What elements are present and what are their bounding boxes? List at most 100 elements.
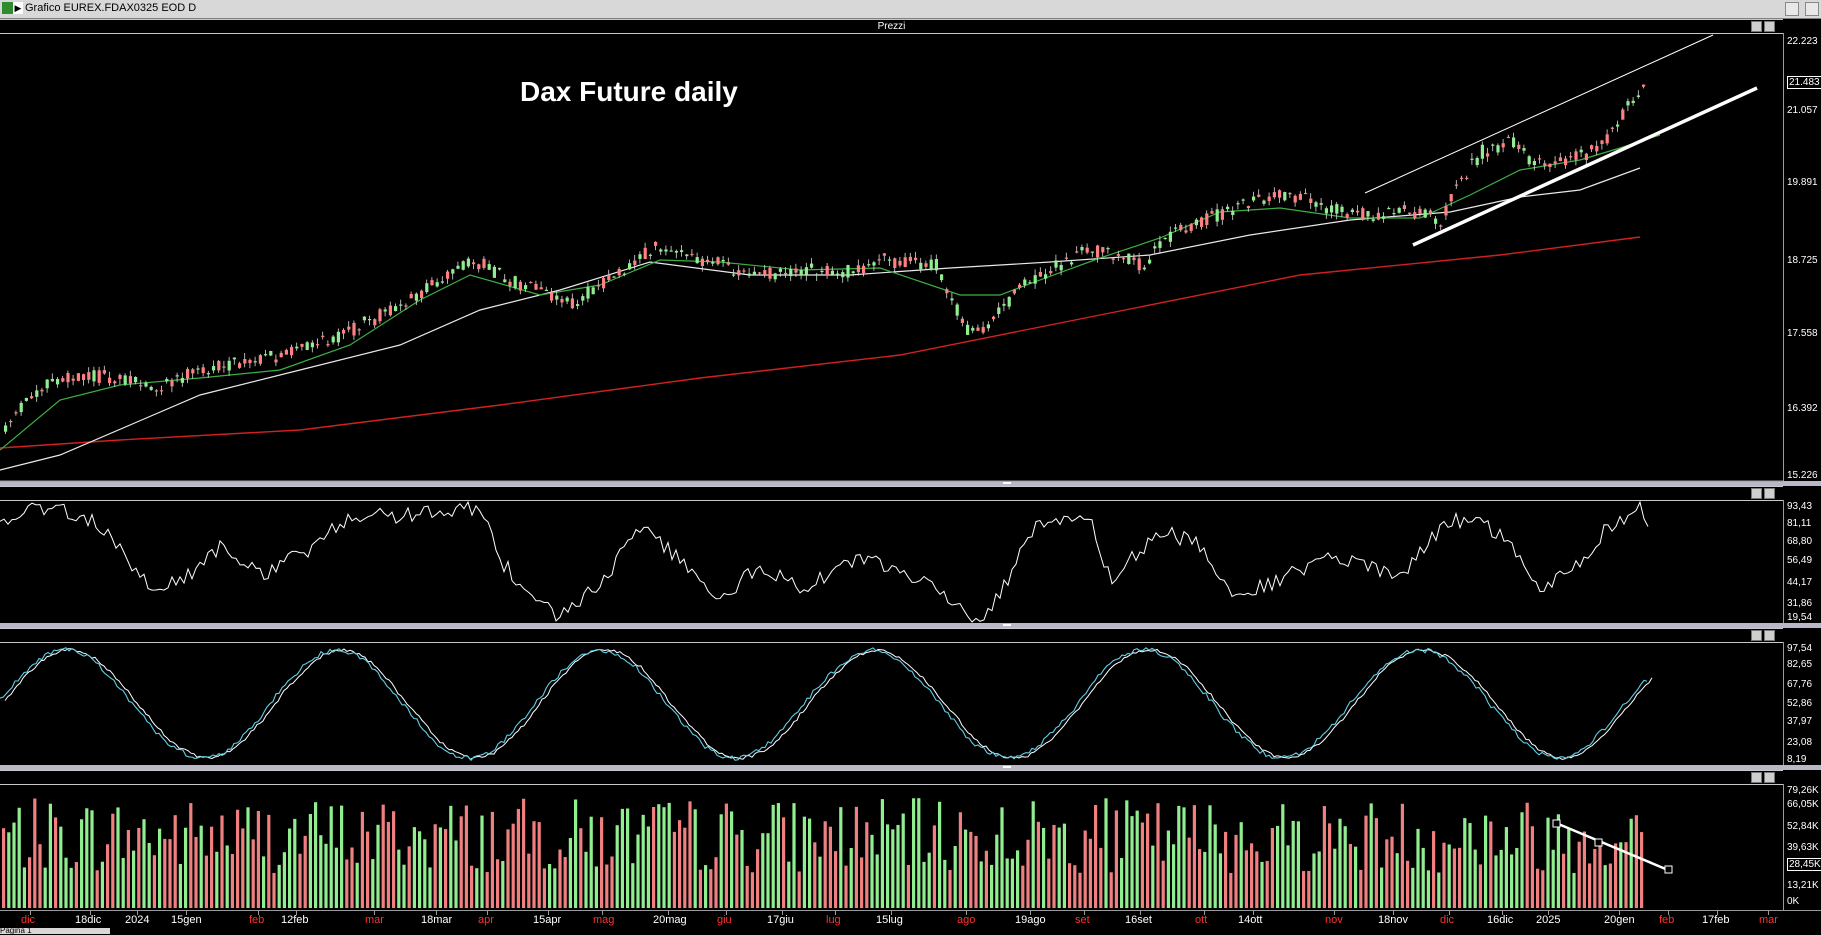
date-axis-tick bbox=[296, 911, 297, 915]
panel-close-button[interactable] bbox=[1764, 772, 1775, 783]
candle-body bbox=[1480, 144, 1484, 159]
panel-close-button[interactable] bbox=[1764, 21, 1775, 32]
panel-minimize-button[interactable] bbox=[1751, 772, 1762, 783]
volume-bar bbox=[54, 817, 58, 908]
candle-body bbox=[1158, 241, 1162, 248]
candle-body bbox=[14, 412, 18, 414]
volume-bar bbox=[17, 807, 21, 908]
candle-body bbox=[690, 253, 694, 256]
date-axis-tick bbox=[30, 911, 31, 915]
minimize-button[interactable] bbox=[1785, 2, 1799, 16]
volume-bar bbox=[480, 815, 484, 908]
volume-axis-label: 39,63K bbox=[1787, 842, 1819, 853]
price-axis-label: 17.558 bbox=[1787, 328, 1818, 339]
candle-body bbox=[1278, 190, 1282, 198]
candle-body bbox=[1335, 204, 1339, 214]
volume-bar bbox=[714, 857, 718, 908]
volume-bar bbox=[1083, 830, 1087, 908]
candle-body bbox=[1205, 213, 1209, 225]
candle-body bbox=[908, 256, 912, 262]
date-axis-label: 2025 bbox=[1536, 914, 1561, 926]
candle-body bbox=[721, 259, 725, 262]
candle-body bbox=[269, 350, 273, 356]
volume-bar bbox=[163, 838, 167, 908]
panel-splitter[interactable] bbox=[0, 623, 1821, 628]
volume-bar bbox=[277, 864, 281, 908]
candle-body bbox=[706, 259, 710, 263]
candle-body bbox=[898, 260, 902, 266]
volume-axis-label: 0K bbox=[1787, 896, 1800, 907]
volume-bar bbox=[1255, 851, 1259, 908]
candle-body bbox=[784, 272, 788, 275]
play-arrow-icon[interactable]: ▶ bbox=[13, 2, 23, 14]
volume-bar bbox=[548, 863, 552, 908]
candle-body bbox=[960, 318, 964, 323]
splitter-grip-icon[interactable] bbox=[1003, 766, 1011, 768]
app-icon bbox=[2, 2, 14, 14]
candle-body bbox=[1262, 200, 1266, 204]
volume-bar bbox=[241, 828, 245, 908]
volume-bar bbox=[324, 843, 328, 908]
candle-body bbox=[108, 377, 112, 384]
volume-bar bbox=[1057, 827, 1061, 908]
candle-body bbox=[1168, 231, 1172, 242]
candle-body bbox=[368, 319, 372, 321]
candle-body bbox=[492, 266, 496, 278]
volume-bar bbox=[1608, 863, 1612, 908]
volume-bar bbox=[1244, 850, 1248, 908]
volume-bar bbox=[631, 863, 635, 908]
volume-bar bbox=[615, 825, 619, 908]
candle-body bbox=[61, 378, 65, 382]
candle-body bbox=[154, 390, 158, 392]
candle-body bbox=[404, 305, 408, 307]
volume-bar bbox=[912, 798, 916, 908]
volume-bar bbox=[293, 818, 297, 908]
panel-splitter[interactable] bbox=[0, 765, 1821, 770]
candle-body bbox=[175, 375, 179, 377]
volume-bar bbox=[1546, 817, 1550, 908]
volume-bar bbox=[1562, 853, 1566, 908]
candle-body bbox=[1418, 208, 1422, 214]
volume-bar bbox=[537, 822, 541, 908]
candle-body bbox=[664, 249, 668, 252]
candle-body bbox=[1636, 95, 1640, 97]
chart-canvas[interactable] bbox=[0, 0, 1783, 934]
volume-bar bbox=[683, 827, 687, 908]
candle-body bbox=[4, 425, 8, 432]
maximize-button[interactable] bbox=[1805, 2, 1819, 16]
volume-bar bbox=[64, 857, 68, 908]
volume-bar bbox=[558, 849, 562, 908]
volume-bar bbox=[901, 813, 905, 908]
volume-bar bbox=[1567, 827, 1571, 908]
panel-minimize-button[interactable] bbox=[1751, 21, 1762, 32]
volume-bar bbox=[80, 819, 84, 908]
volume-bar bbox=[1120, 858, 1124, 908]
panel-minimize-button[interactable] bbox=[1751, 488, 1762, 499]
date-axis-tick bbox=[258, 911, 259, 915]
panel-splitter[interactable] bbox=[0, 481, 1821, 486]
splitter-grip-icon[interactable] bbox=[1003, 482, 1011, 484]
splitter-grip-icon[interactable] bbox=[1003, 624, 1011, 626]
panel-close-button[interactable] bbox=[1764, 630, 1775, 641]
candle-body bbox=[430, 280, 434, 286]
volume-bar bbox=[1296, 821, 1300, 908]
candle-body bbox=[685, 254, 689, 257]
volume-bar bbox=[719, 814, 723, 908]
candle-body bbox=[305, 342, 309, 350]
candle-body bbox=[399, 304, 403, 306]
volume-bar bbox=[178, 863, 182, 908]
rsi-axis-label: 44,17 bbox=[1787, 577, 1813, 588]
volume-bar bbox=[137, 827, 141, 908]
panel-close-button[interactable] bbox=[1764, 488, 1775, 499]
candle-body bbox=[1595, 145, 1599, 152]
volume-bar bbox=[1312, 853, 1316, 908]
candle-body bbox=[45, 379, 49, 389]
candle-body bbox=[555, 295, 559, 300]
candle-body bbox=[747, 273, 751, 276]
volume-bar bbox=[1588, 863, 1592, 908]
panel-minimize-button[interactable] bbox=[1751, 630, 1762, 641]
volume-bar bbox=[1556, 814, 1560, 908]
candle-body bbox=[1153, 246, 1157, 249]
volume-bar bbox=[1385, 839, 1389, 908]
page-tab[interactable]: Pagina 1 bbox=[0, 928, 110, 934]
